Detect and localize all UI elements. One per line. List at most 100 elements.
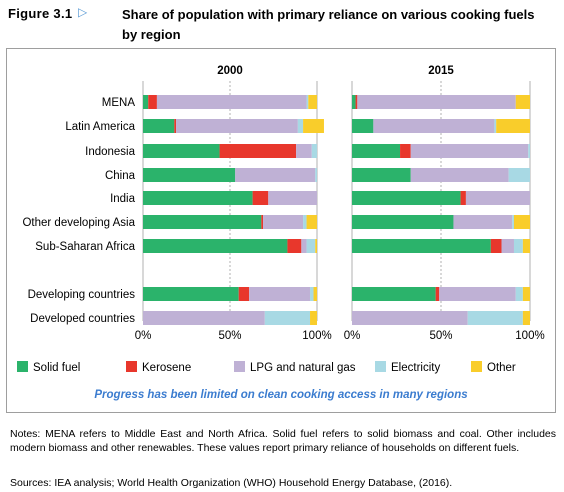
bar-segment — [313, 287, 317, 301]
bar-segment — [297, 119, 304, 133]
bar-segment — [352, 215, 454, 229]
bar-segment — [508, 168, 530, 182]
bar-segment — [528, 144, 530, 158]
figure-title: Share of population with primary relianc… — [122, 7, 535, 42]
category-label: Latin America — [65, 121, 135, 133]
bar-segment — [143, 168, 236, 182]
category-label: Other developing Asia — [22, 217, 135, 229]
category-label: China — [105, 170, 136, 182]
x-tick-label-2000-2: 100% — [302, 330, 331, 342]
bar-segment — [306, 239, 316, 253]
legend-swatch — [126, 361, 137, 372]
bar-segment — [306, 95, 309, 109]
bar-segment — [308, 95, 317, 109]
bar-segment — [496, 119, 530, 133]
bar-segment — [494, 119, 497, 133]
bar-segment — [522, 287, 530, 301]
bar-segment — [315, 239, 317, 253]
x-tick-label-2000-0: 0% — [135, 330, 152, 342]
bar-segment — [352, 95, 356, 109]
bar-segment — [460, 191, 466, 205]
bar-segment — [352, 119, 374, 133]
legend-label: Electricity — [391, 362, 440, 374]
bar-segment — [513, 215, 530, 229]
bar-segment — [287, 239, 302, 253]
bar-segment — [515, 287, 523, 301]
bar-segment — [439, 287, 516, 301]
bar-segment — [352, 311, 468, 325]
bar-segment — [264, 311, 311, 325]
bar-segment — [301, 239, 307, 253]
bar-segment — [310, 287, 314, 301]
bar-segment — [303, 119, 324, 133]
bar-segment — [467, 311, 523, 325]
legend-label: Kerosene — [142, 362, 191, 374]
bar-segment — [296, 144, 312, 158]
bar-segment — [143, 95, 149, 109]
bar-segment — [143, 239, 288, 253]
legend-label: LPG and natural gas — [250, 362, 356, 374]
x-tick-label-2000-1: 50% — [218, 330, 241, 342]
figure-header: Figure 3.1 ▷ Share of population with pr… — [8, 2, 558, 48]
bar-segment — [310, 311, 317, 325]
legend-label: Other — [487, 362, 516, 374]
legend-swatch — [375, 361, 386, 372]
bar-segment — [352, 144, 401, 158]
bar-segment — [303, 215, 307, 229]
bar-segment — [465, 191, 530, 205]
bar-segment — [400, 144, 411, 158]
x-tick-label-2015-2: 100% — [515, 330, 544, 342]
bar-segment — [143, 119, 175, 133]
bar-segment — [156, 95, 307, 109]
category-label: Indonesia — [85, 146, 135, 158]
x-tick-label-2015-1: 50% — [429, 330, 452, 342]
bar-segment — [219, 144, 297, 158]
chart-box: 0% 50% 100% 2000 0% 50% 100% 2015 MENA Latin Amer… — [6, 48, 556, 413]
chart-caption: Progress has been limited on clean cooki… — [94, 389, 468, 401]
bar-segment — [263, 215, 304, 229]
category-label: MENA — [102, 97, 136, 109]
bar-segment — [501, 239, 514, 253]
bar-segment — [522, 311, 530, 325]
panel-title-2015: 2015 — [428, 65, 454, 77]
legend-swatch — [17, 361, 28, 372]
bar-segment — [513, 239, 523, 253]
legend-label: Solid fuel — [33, 362, 80, 374]
bar-segment — [315, 168, 317, 182]
bar-segment — [352, 287, 436, 301]
bar-segment — [490, 239, 502, 253]
bar-segment — [252, 191, 269, 205]
bar-segment — [261, 215, 264, 229]
bar-segment — [453, 215, 513, 229]
x-tick-label-2015-0: 0% — [344, 330, 361, 342]
bar-segment — [352, 191, 461, 205]
bar-segment — [148, 95, 157, 109]
figure-number: Figure 3.1 — [8, 6, 73, 21]
bar-segment — [143, 215, 262, 229]
bar-segment — [306, 215, 317, 229]
bar-segment — [143, 144, 220, 158]
bar-segment — [238, 287, 250, 301]
bar-segment — [522, 239, 530, 253]
figure-sources: Sources: IEA analysis; World Health Orga… — [10, 477, 453, 489]
bar-segment — [176, 119, 298, 133]
legend-swatch — [471, 361, 482, 372]
figure-notes: Notes: MENA refers to Middle East and No… — [10, 428, 556, 454]
category-label: Sub-Saharan Africa — [35, 241, 135, 253]
bar-segment — [355, 95, 358, 109]
bar-segment — [352, 168, 411, 182]
category-label: Developing countries — [28, 289, 136, 301]
legend-swatch — [234, 361, 245, 372]
bar-segment — [410, 168, 509, 182]
bar-segment — [311, 144, 317, 158]
bar-segment — [249, 287, 311, 301]
bar-segment — [357, 95, 516, 109]
bar-segment — [268, 191, 317, 205]
bar-segment — [174, 119, 177, 133]
bar-segment — [143, 311, 265, 325]
category-label: India — [110, 193, 136, 205]
category-label: Developed countries — [30, 313, 135, 325]
panel-title-2000: 2000 — [217, 65, 243, 77]
bar-segment — [352, 239, 491, 253]
